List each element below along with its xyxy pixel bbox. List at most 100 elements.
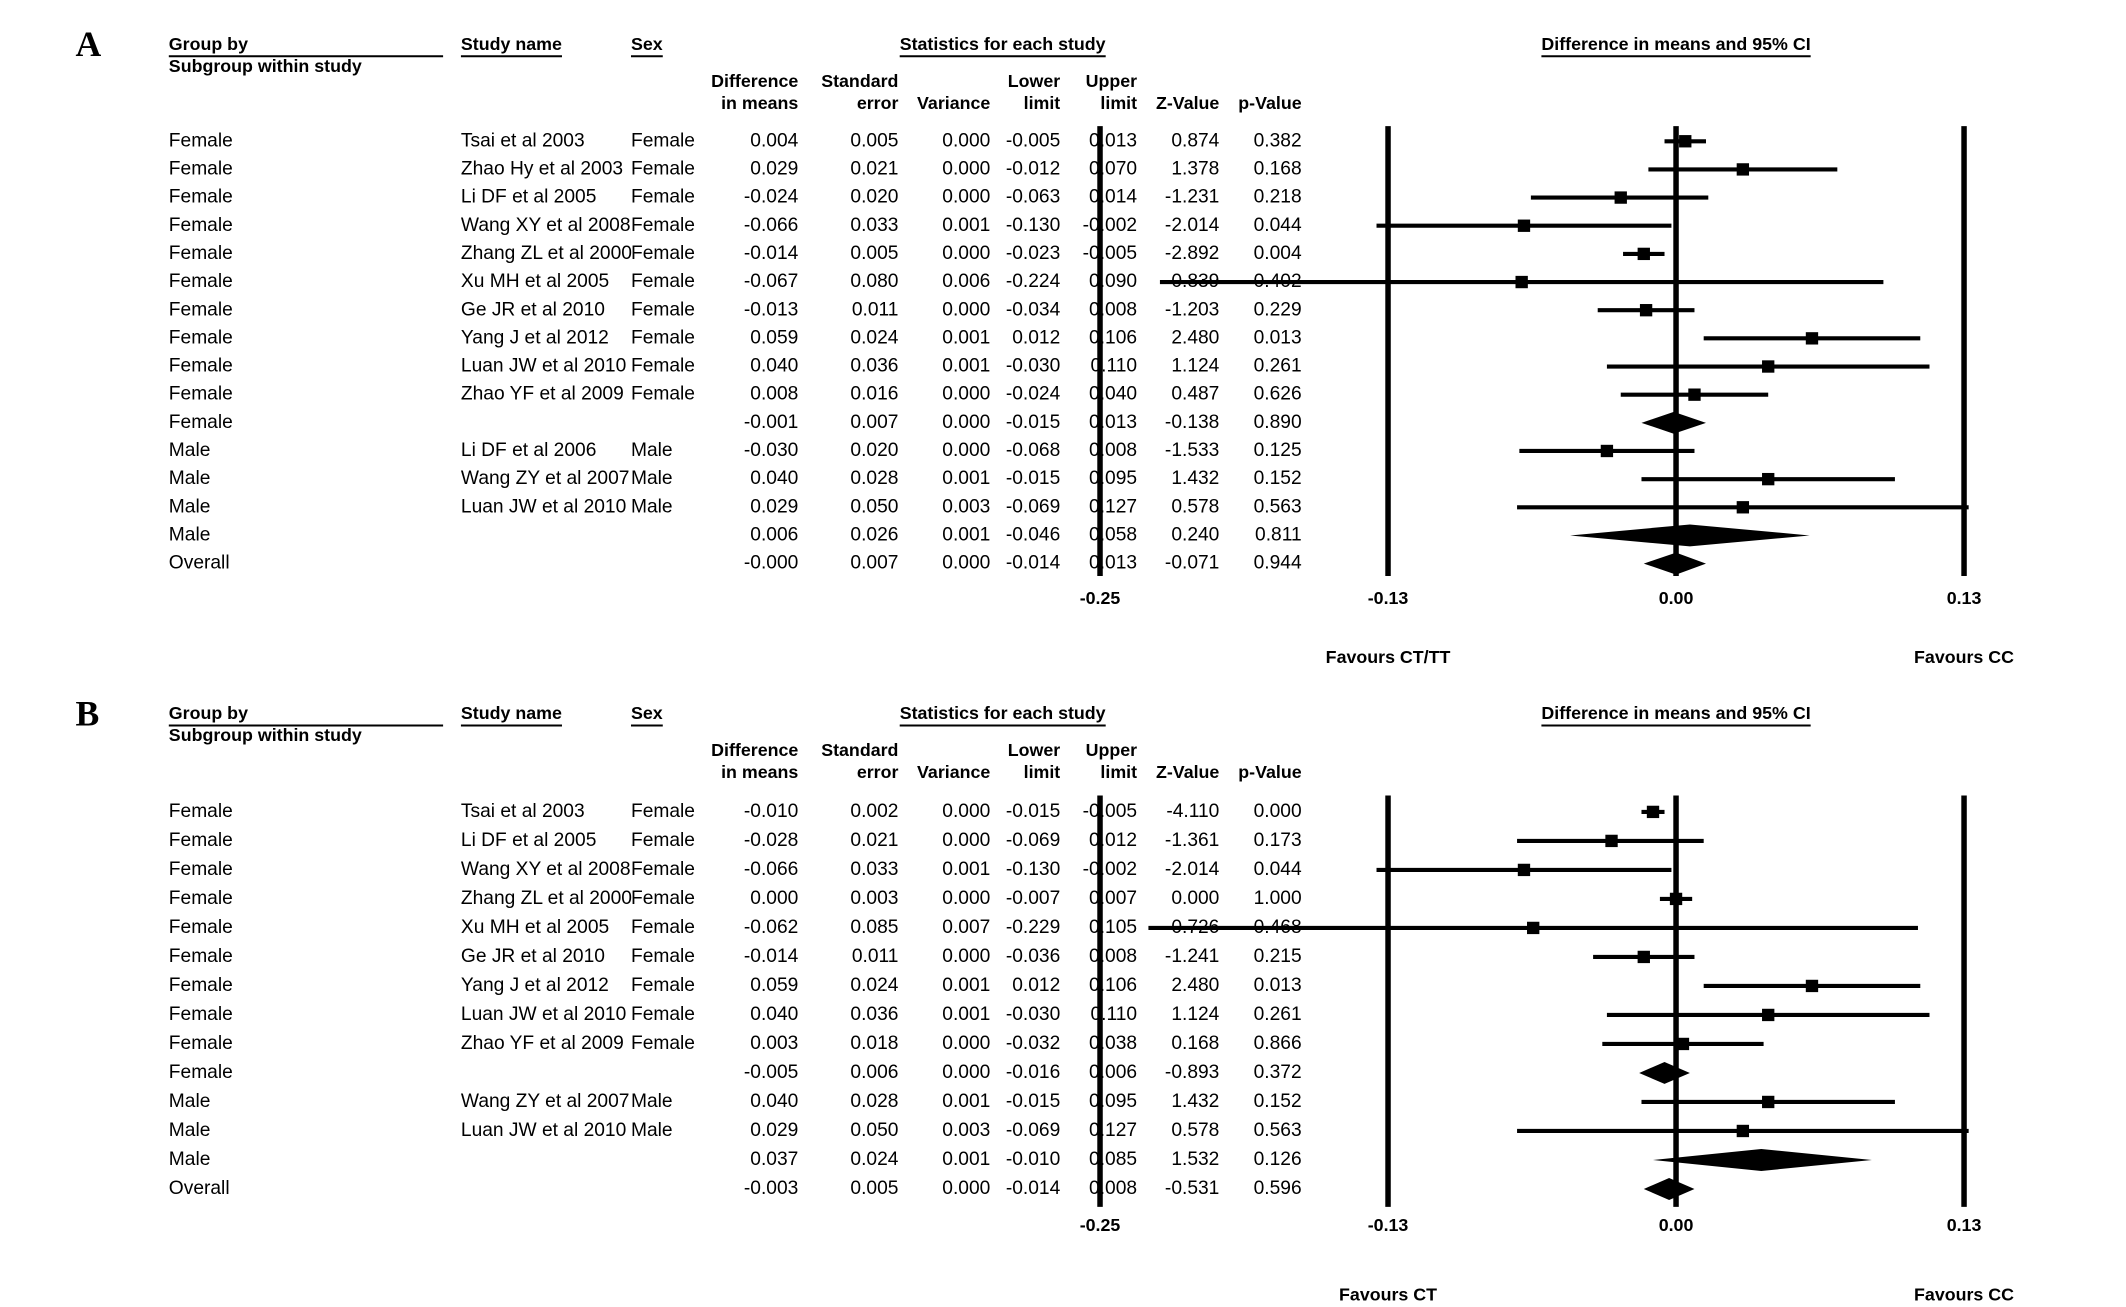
stat-cell: -1.231	[1165, 187, 1219, 208]
effect-square	[1805, 979, 1819, 993]
stat-cell: -0.015	[1006, 412, 1060, 433]
panel-letter: A	[76, 24, 102, 64]
sex-cell: Female	[631, 801, 695, 822]
stat-cell: 0.563	[1254, 496, 1302, 517]
column-header: Lower	[1008, 71, 1061, 91]
stat-cell: 0.050	[850, 496, 898, 517]
stat-cell: 0.866	[1254, 1033, 1302, 1054]
stat-cell: 0.020	[850, 187, 898, 208]
stat-cell: 0.152	[1254, 1091, 1302, 1112]
stat-cell: 0.080	[850, 271, 898, 292]
sex-cell: Female	[631, 859, 695, 880]
study-cell: Wang XY et al 2008	[461, 859, 631, 880]
group-cell: Female	[169, 299, 233, 320]
stat-cell: -0.069	[1006, 830, 1060, 851]
stat-cell: 0.029	[750, 496, 798, 517]
x-tick-label: 0.00	[1659, 1215, 1694, 1235]
panel-letter: B	[76, 693, 100, 733]
stat-cell: 0.001	[942, 215, 990, 236]
stat-cell: 0.012	[1089, 830, 1137, 851]
stat-cell: 0.002	[850, 801, 898, 822]
column-header: in means	[721, 93, 798, 113]
stat-cell: -0.130	[1006, 859, 1060, 880]
x-tick-label: -0.13	[1368, 1215, 1409, 1235]
sex-cell: Female	[631, 130, 695, 151]
effect-square	[1676, 1037, 1690, 1051]
stat-cell: 0.110	[1090, 1004, 1137, 1025]
stat-cell: 0.011	[852, 946, 899, 967]
sex-cell: Female	[631, 1004, 695, 1025]
stat-cell: 0.000	[942, 830, 990, 851]
group-cell: Overall	[169, 1178, 230, 1199]
stat-cell: -1.533	[1165, 440, 1219, 461]
stat-cell: 0.037	[750, 1149, 798, 1170]
summary-diamond	[1653, 1149, 1872, 1171]
study-cell: Li DF et al 2005	[461, 187, 596, 208]
study-cell: Luan JW et al 2010	[461, 356, 626, 377]
sex-cell: Male	[631, 468, 673, 489]
column-header: Variance	[917, 93, 990, 113]
stat-cell: 0.016	[850, 384, 898, 405]
effect-square	[1688, 388, 1701, 401]
stat-cell: 0.001	[942, 975, 990, 996]
column-header: Difference	[711, 740, 798, 760]
group-cell: Male	[169, 525, 211, 546]
effect-square	[1637, 950, 1650, 964]
group-cell: Female	[169, 130, 233, 151]
stat-cell: 0.110	[1090, 356, 1137, 377]
group-cell: Female	[169, 1004, 233, 1025]
stat-cell: 0.008	[1089, 1178, 1137, 1199]
favours-right: Favours CC	[1914, 1285, 2014, 1305]
group-cell: Female	[169, 158, 233, 179]
stat-cell: 0.006	[942, 271, 990, 292]
summary-diamond	[1641, 411, 1706, 434]
stat-cell: -0.014	[1006, 553, 1061, 574]
effect-square	[1736, 1124, 1750, 1138]
stat-cell: 0.218	[1254, 187, 1302, 208]
stat-cell: 0.008	[1089, 946, 1137, 967]
effect-square	[1517, 863, 1531, 877]
subgroup-header: Subgroup within study	[169, 725, 362, 745]
study-header: Study name	[461, 703, 562, 723]
column-header: limit	[1024, 762, 1061, 782]
group-header: Group by	[169, 703, 248, 723]
stat-cell: 1.432	[1171, 1091, 1219, 1112]
stat-cell: -0.224	[1006, 271, 1061, 292]
effect-square	[1669, 892, 1683, 906]
stat-cell: 0.003	[750, 1033, 798, 1054]
stat-cell: 0.012	[1012, 327, 1060, 348]
stat-cell: -0.024	[1006, 384, 1061, 405]
stat-cell: 0.024	[850, 327, 898, 348]
stat-cell: 0.152	[1254, 468, 1302, 489]
stat-cell: -0.062	[744, 917, 798, 938]
stat-cell: 0.028	[850, 1091, 898, 1112]
stat-cell: -0.063	[1006, 187, 1060, 208]
stat-cell: 0.000	[942, 243, 990, 264]
stats-header: Statistics for each study	[900, 703, 1106, 723]
sex-cell: Female	[631, 158, 695, 179]
study-cell: Li DF et al 2005	[461, 830, 596, 851]
stat-cell: 0.487	[1171, 384, 1219, 405]
plot-title: Difference in means and 95% CI	[1541, 703, 1810, 723]
stat-cell: 0.040	[750, 1004, 798, 1025]
sex-cell: Male	[631, 440, 673, 461]
group-cell: Female	[169, 830, 233, 851]
group-cell: Female	[169, 975, 233, 996]
group-cell: Male	[169, 1149, 211, 1170]
stat-cell: 0.007	[942, 917, 990, 938]
stat-cell: 0.006	[750, 525, 798, 546]
stat-cell: -0.032	[1006, 1033, 1060, 1054]
study-cell: Tsai et al 2003	[461, 801, 585, 822]
stats-header: Statistics for each study	[900, 34, 1106, 54]
stat-cell: 2.480	[1171, 975, 1219, 996]
sex-cell: Female	[631, 917, 695, 938]
stat-cell: 0.020	[850, 440, 898, 461]
subgroup-header: Subgroup within study	[169, 56, 362, 76]
stat-cell: 0.578	[1171, 496, 1219, 517]
stat-cell: 0.215	[1254, 946, 1302, 967]
stat-cell: 0.013	[1089, 412, 1137, 433]
stat-cell: 0.005	[850, 130, 898, 151]
summary-diamond	[1643, 552, 1706, 575]
stat-cell: -0.003	[744, 1178, 798, 1199]
